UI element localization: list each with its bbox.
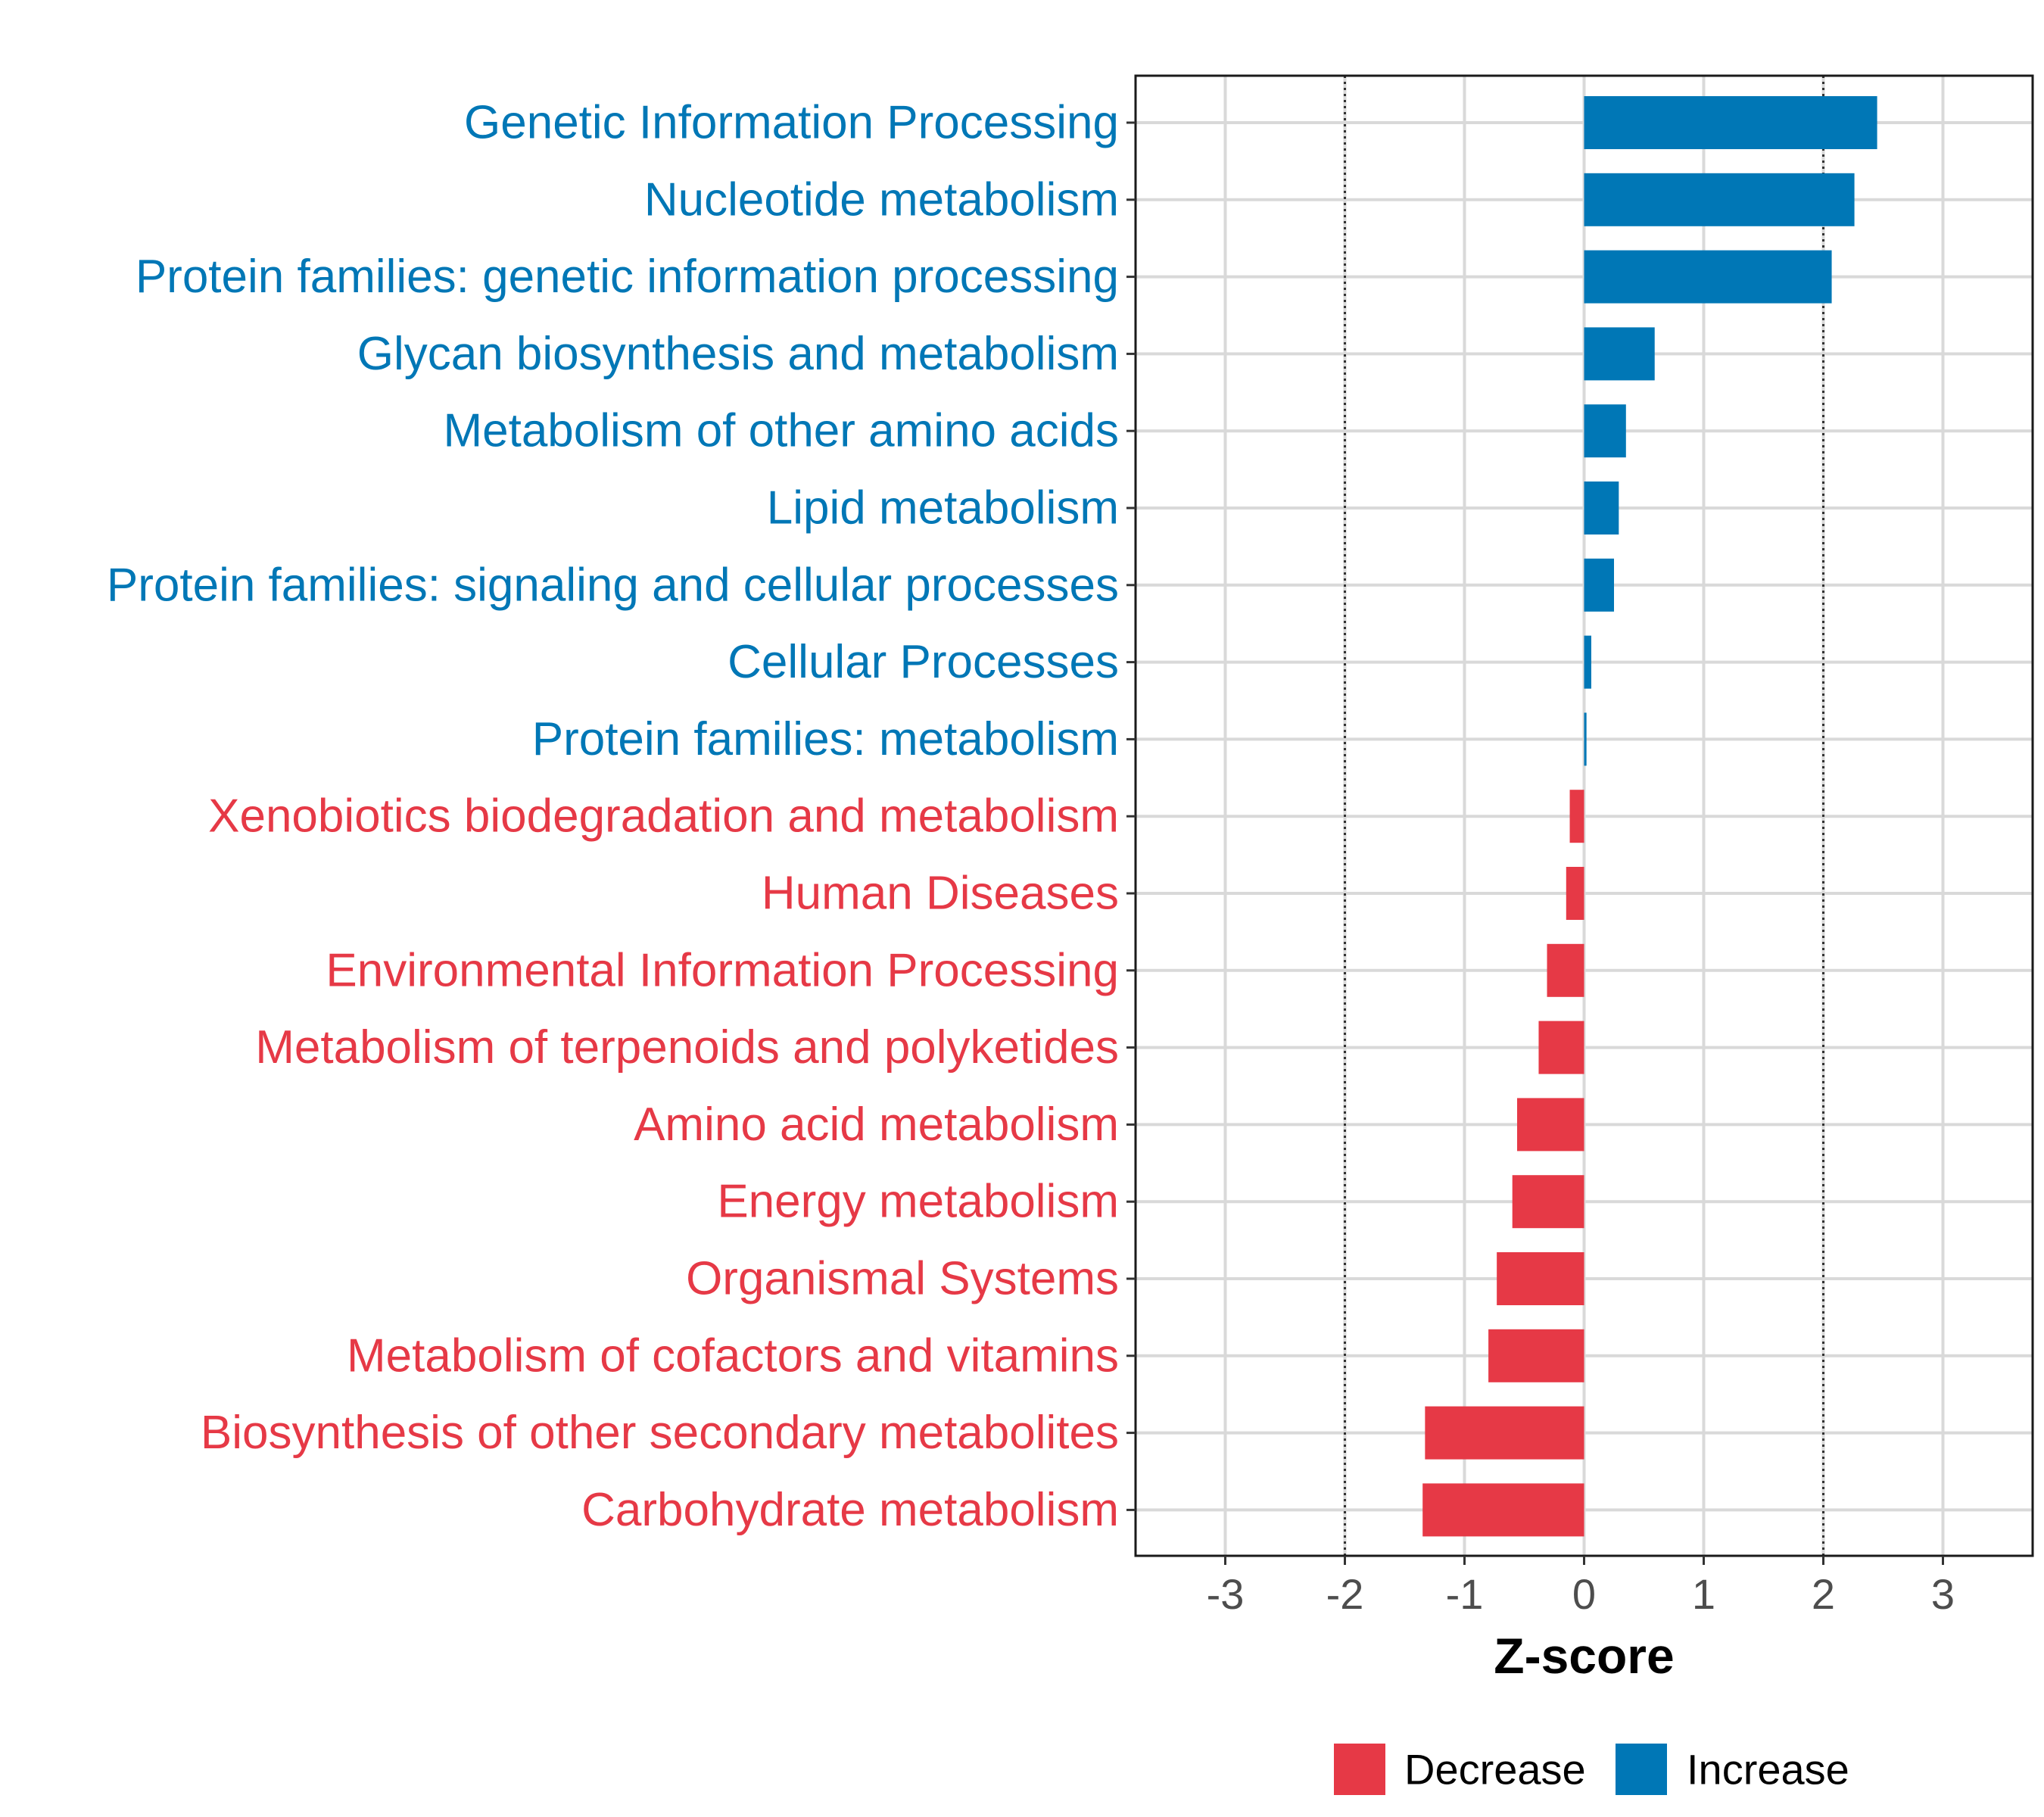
category-label: Metabolism of terpenoids and polyketides [255, 1021, 1119, 1074]
category-label: Protein families: signaling and cellular… [107, 559, 1119, 611]
category-labels: Genetic Information Processing Nucleotide… [107, 97, 1119, 1536]
x-axis-ticks: -3 -2 -1 0 1 2 3 [1207, 1556, 1955, 1618]
bar [1547, 943, 1584, 997]
legend-item-decrease: Decrease [1334, 1744, 1586, 1795]
bar [1584, 482, 1619, 535]
category-label: Cellular Processes [728, 636, 1119, 688]
bar [1584, 404, 1626, 458]
bar [1584, 558, 1614, 612]
bar [1517, 1098, 1584, 1152]
legend-swatch [1334, 1744, 1385, 1795]
category-label: Protein families: metabolism [532, 713, 1119, 765]
bar [1425, 1406, 1584, 1460]
y-axis-ticks [1126, 121, 1136, 1511]
category-label: Metabolism of other amino acids [443, 405, 1119, 457]
category-label: Organismal Systems [686, 1253, 1119, 1305]
x-tick-label: 3 [1931, 1570, 1955, 1618]
bar [1584, 173, 1855, 226]
category-label: Glycan biosynthesis and metabolism [357, 328, 1119, 380]
legend-label: Increase [1687, 1746, 1849, 1794]
legend: Decrease Increase [1334, 1744, 1849, 1795]
bar [1584, 635, 1591, 689]
legend-swatch [1616, 1744, 1667, 1795]
legend-item-increase: Increase [1616, 1744, 1849, 1795]
category-label: Nucleotide metabolism [644, 173, 1119, 226]
category-label: Lipid metabolism [767, 482, 1119, 535]
x-tick-label: 0 [1572, 1570, 1596, 1618]
x-axis-title: Z-score [1494, 1628, 1674, 1684]
category-label: Genetic Information Processing [464, 97, 1119, 149]
category-label: Carbohydrate metabolism [581, 1484, 1119, 1536]
bar [1569, 790, 1584, 843]
reference-lines [1344, 76, 1824, 1556]
bar [1497, 1252, 1584, 1305]
bar [1422, 1483, 1584, 1537]
bar [1584, 250, 1832, 304]
bar [1584, 96, 1877, 149]
category-label: Human Diseases [762, 868, 1119, 920]
bar [1584, 327, 1655, 381]
category-label: Biosynthesis of other secondary metaboli… [201, 1407, 1119, 1459]
bar [1538, 1021, 1584, 1074]
bar [1566, 867, 1584, 920]
x-tick-label: -2 [1326, 1570, 1364, 1618]
legend-label: Decrease [1404, 1746, 1586, 1794]
category-label: Metabolism of cofactors and vitamins [347, 1329, 1119, 1382]
x-tick-label: 1 [1692, 1570, 1715, 1618]
x-tick-label: -1 [1446, 1570, 1484, 1618]
bar [1488, 1329, 1584, 1382]
bar [1512, 1175, 1584, 1229]
x-tick-label: 2 [1812, 1570, 1835, 1618]
x-tick-label: -3 [1207, 1570, 1245, 1618]
category-label: Energy metabolism [717, 1176, 1119, 1228]
category-label: Protein families: genetic information pr… [136, 251, 1119, 303]
bars [1422, 96, 1877, 1537]
category-label: Amino acid metabolism [634, 1099, 1119, 1151]
bar [1584, 712, 1587, 766]
category-label: Environmental Information Processing [326, 944, 1119, 996]
category-label: Xenobiotics biodegradation and metabolis… [208, 790, 1119, 843]
